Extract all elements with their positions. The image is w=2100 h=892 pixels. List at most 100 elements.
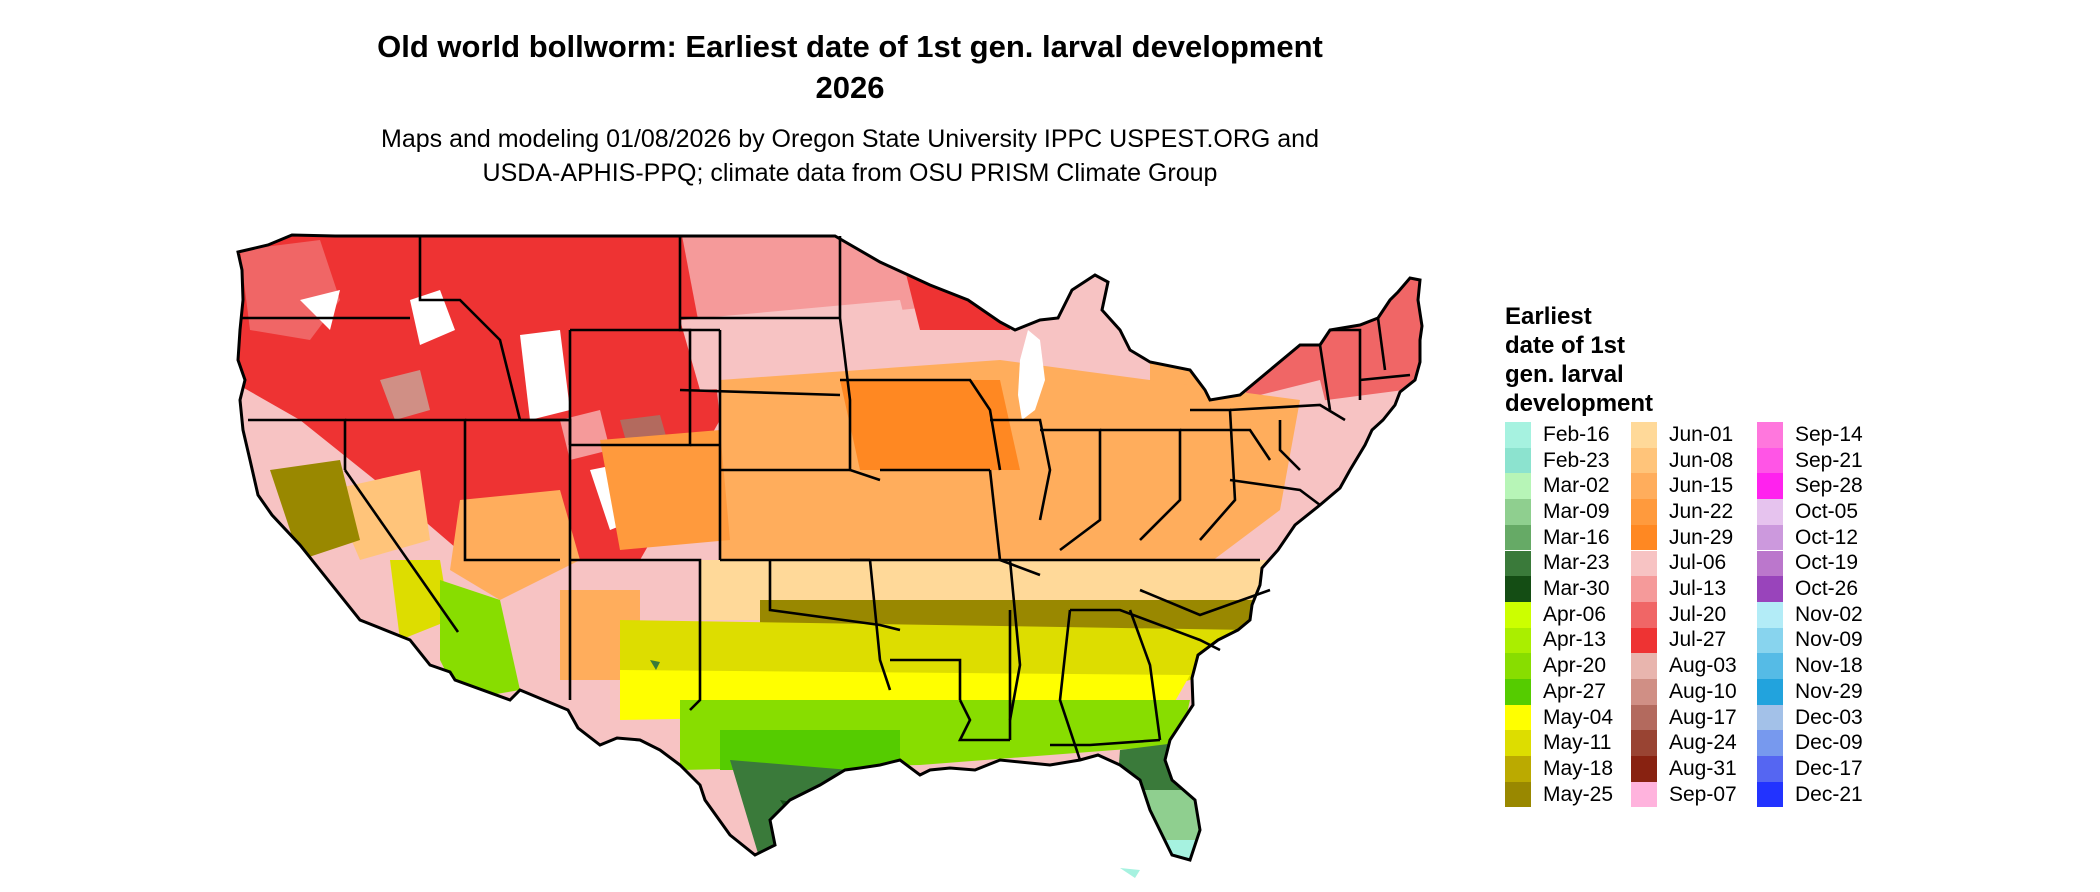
legend-swatch: [1757, 601, 1783, 628]
legend-swatch: [1757, 653, 1783, 679]
legend-label: Feb-16: [1543, 422, 1610, 446]
legend-label: Mar-09: [1543, 499, 1610, 523]
legend-swatch: [1631, 704, 1657, 731]
legend-label: Sep-21: [1795, 448, 1863, 472]
legend-label: Aug-10: [1669, 679, 1737, 703]
legend-label: Aug-31: [1669, 756, 1737, 780]
legend-swatch: [1505, 576, 1531, 602]
legend-item: Aug-10: [1631, 679, 1737, 705]
legend: Earliest date of 1st gen. larval develop…: [1505, 302, 1863, 808]
legend-swatch: [1505, 756, 1531, 782]
legend-swatch: [1757, 422, 1783, 448]
legend-label: Mar-30: [1543, 577, 1610, 601]
legend-swatch: [1505, 627, 1531, 654]
legend-swatch: [1631, 627, 1657, 654]
legend-swatch: [1505, 601, 1531, 628]
legend-swatch: [1631, 550, 1657, 577]
map-fill: [238, 235, 1422, 860]
legend-label: Aug-24: [1669, 731, 1737, 755]
legend-label: Jul-20: [1669, 602, 1727, 626]
legend-swatch: [1505, 499, 1531, 525]
legend-label: Apr-20: [1543, 654, 1607, 678]
legend-item: Jul-13: [1631, 576, 1726, 602]
legend-swatch: [1631, 473, 1657, 500]
legend-title-line2: date of 1st: [1505, 332, 1626, 359]
legend-item: Apr-27: [1505, 679, 1606, 705]
legend-swatch: [1631, 679, 1657, 705]
legend-item: Jun-22: [1631, 499, 1733, 525]
legend-item: Oct-19: [1757, 550, 1858, 577]
legend-item: Nov-09: [1757, 627, 1863, 654]
legend-swatch: [1757, 781, 1783, 808]
legend-swatch: [1631, 447, 1657, 474]
legend-item: May-04: [1505, 704, 1613, 731]
legend-item: Oct-12: [1757, 524, 1858, 551]
legend-title-line3: gen. larval: [1505, 361, 1624, 388]
legend-item: Sep-28: [1757, 473, 1863, 500]
legend-label: Dec-03: [1795, 705, 1863, 729]
florida-keys: [1120, 868, 1140, 878]
legend-label: Sep-28: [1795, 474, 1863, 498]
legend-swatch: [1757, 704, 1783, 731]
legend-swatch: [1505, 422, 1531, 448]
map-subtitle-line1: Maps and modeling 01/08/2026 by Oregon S…: [381, 125, 1319, 153]
legend-label: Aug-03: [1669, 654, 1737, 678]
legend-item: Mar-16: [1505, 524, 1610, 551]
title-block: Old world bollworm: Earliest date of 1st…: [300, 26, 1400, 190]
lake-ontario: [1220, 322, 1270, 340]
legend-label: Sep-07: [1669, 782, 1737, 806]
legend-label: Nov-02: [1795, 602, 1863, 626]
legend-label: Nov-29: [1795, 679, 1863, 703]
map-title: Old world bollworm: Earliest date of 1st…: [300, 26, 1400, 108]
legend-label: Jul-13: [1669, 577, 1727, 601]
legend-label: Oct-26: [1795, 577, 1859, 601]
legend-swatch: [1505, 730, 1531, 757]
legend-item: May-11: [1505, 730, 1611, 757]
legend-label: Apr-27: [1543, 679, 1607, 703]
legend-item: Apr-20: [1505, 653, 1606, 679]
legend-swatch: [1631, 524, 1657, 551]
legend-item: Sep-14: [1757, 422, 1863, 448]
legend-label: Mar-02: [1543, 474, 1610, 498]
legend-label: Jun-08: [1669, 448, 1734, 472]
legend-label: Aug-17: [1669, 705, 1737, 729]
legend-label: Jun-29: [1669, 525, 1734, 549]
legend-swatch: [1505, 781, 1531, 808]
legend-swatch: [1505, 447, 1531, 474]
map-title-line1: Old world bollworm: Earliest date of 1st…: [377, 29, 1323, 64]
legend-label: Jun-22: [1669, 499, 1734, 523]
legend-label: Mar-23: [1543, 551, 1610, 575]
legend-item: Dec-17: [1757, 756, 1863, 782]
legend-label: Jun-15: [1669, 474, 1734, 498]
legend-swatch: [1757, 627, 1783, 654]
legend-title-line1: Earliest: [1505, 303, 1592, 330]
legend-label: Dec-17: [1795, 756, 1863, 780]
legend-label: Feb-23: [1543, 448, 1610, 472]
legend-item: Mar-30: [1505, 576, 1610, 602]
legend-item: Aug-03: [1631, 653, 1737, 679]
legend-item: Jul-20: [1631, 601, 1727, 628]
legend-item: May-25: [1505, 781, 1613, 808]
legend-label: Nov-18: [1795, 654, 1863, 678]
legend-label: Apr-13: [1543, 628, 1607, 652]
legend-swatch: [1631, 601, 1657, 628]
legend-grid: Feb-16 Feb-23 Mar-02 Mar-09 Mar-16 Mar-23 Mar-…: [1505, 422, 1925, 812]
legend-label: Apr-06: [1543, 602, 1607, 626]
island: [650, 660, 660, 670]
legend-swatch: [1631, 422, 1657, 448]
legend-label: Jun-01: [1669, 422, 1734, 446]
legend-item: Nov-02: [1757, 601, 1863, 628]
legend-label: Oct-05: [1795, 499, 1859, 523]
us-outline: [236, 233, 1424, 862]
legend-swatch: [1505, 704, 1531, 731]
legend-swatch: [1757, 576, 1783, 602]
legend-label: May-18: [1543, 756, 1614, 780]
legend-item: Sep-21: [1757, 447, 1863, 474]
legend-swatch: [1505, 679, 1531, 705]
legend-item: May-18: [1505, 756, 1613, 782]
legend-item: Apr-13: [1505, 627, 1607, 654]
legend-swatch: [1631, 499, 1657, 525]
legend-item: Nov-29: [1757, 679, 1863, 705]
legend-item: Sep-07: [1631, 781, 1737, 808]
legend-item: Mar-23: [1505, 550, 1610, 577]
